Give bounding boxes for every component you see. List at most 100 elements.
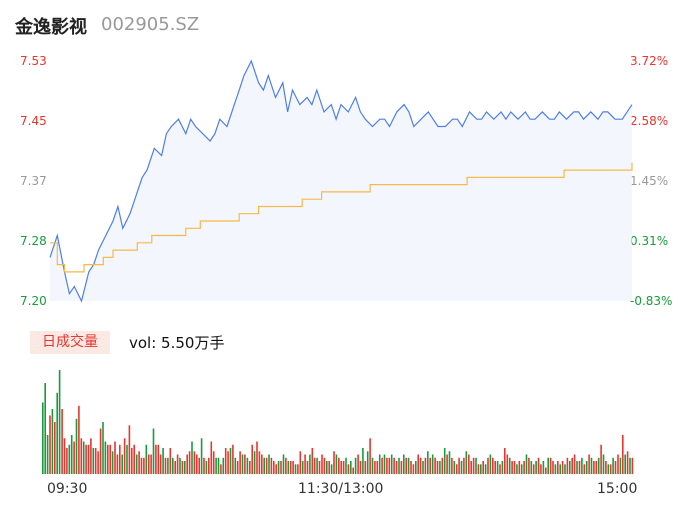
volume-bar bbox=[316, 457, 318, 475]
volume-bar bbox=[393, 457, 395, 475]
volume-bar bbox=[126, 444, 128, 475]
volume-bar bbox=[162, 448, 164, 474]
volume-bar bbox=[297, 464, 299, 475]
volume-bar bbox=[164, 457, 167, 475]
volume-bar bbox=[383, 454, 386, 474]
volume-bar bbox=[573, 454, 576, 474]
volume-bar bbox=[111, 451, 114, 475]
volume-bar bbox=[564, 464, 566, 475]
volume-bar bbox=[448, 451, 451, 475]
volume-bar bbox=[631, 457, 634, 475]
volume-bar bbox=[624, 454, 626, 474]
volume-bar bbox=[208, 457, 210, 475]
volume-bar bbox=[256, 441, 258, 474]
volume-bar bbox=[140, 457, 143, 475]
volume-bar bbox=[268, 454, 270, 474]
volume-bar bbox=[258, 451, 261, 475]
volume-bar bbox=[73, 441, 75, 474]
volume-bar bbox=[285, 457, 287, 475]
volume-bar bbox=[135, 454, 138, 474]
volume-bar bbox=[528, 457, 530, 475]
volume-bar bbox=[403, 454, 405, 474]
volume-bar bbox=[70, 435, 73, 474]
volume-bar bbox=[311, 448, 314, 474]
volume-bar bbox=[121, 454, 123, 474]
volume-bar bbox=[362, 448, 364, 474]
volume-bar bbox=[239, 451, 241, 475]
volume-bar bbox=[236, 461, 239, 474]
volume-bar bbox=[99, 428, 102, 474]
volume-bar bbox=[304, 454, 306, 474]
volume-bar bbox=[102, 422, 104, 474]
volume-bar bbox=[251, 444, 253, 475]
volume-bar bbox=[273, 461, 275, 474]
volume-bar bbox=[205, 461, 208, 474]
volume-bar bbox=[54, 422, 56, 474]
volume-bar bbox=[94, 448, 97, 474]
volume-bar bbox=[330, 464, 333, 475]
volume-bar bbox=[143, 457, 145, 475]
volume-bar bbox=[487, 457, 489, 475]
volume-bar bbox=[504, 448, 506, 474]
price-area bbox=[50, 61, 632, 301]
volume-bar bbox=[104, 441, 107, 474]
volume-bar bbox=[345, 457, 347, 475]
volume-bar bbox=[167, 457, 169, 475]
volume-bar bbox=[559, 464, 561, 475]
volume-bar bbox=[116, 454, 119, 474]
volume-bar bbox=[482, 461, 484, 474]
volume-bar bbox=[354, 457, 357, 475]
volume-bar bbox=[217, 457, 220, 475]
volume-bar bbox=[145, 444, 148, 475]
volume-bar bbox=[480, 464, 482, 475]
volume-bar bbox=[198, 457, 200, 475]
volume-bar bbox=[465, 451, 468, 475]
volume-bar bbox=[518, 461, 521, 474]
volume-bar bbox=[506, 454, 509, 474]
volume-bar bbox=[56, 392, 58, 475]
volume-bar bbox=[61, 409, 63, 474]
volume-bar bbox=[241, 454, 244, 474]
volume-bar bbox=[234, 457, 237, 475]
daily-volume-badge[interactable]: 日成交量 bbox=[30, 331, 110, 354]
volume-bar bbox=[181, 461, 184, 474]
volume-bar bbox=[583, 464, 586, 475]
y-left-tick: 7.53 bbox=[20, 54, 47, 68]
volume-bar bbox=[475, 457, 477, 475]
volume-bar bbox=[588, 454, 590, 474]
volume-bar bbox=[244, 454, 246, 474]
volume-bar bbox=[90, 438, 92, 475]
volume-bar bbox=[350, 461, 352, 474]
volume-bar bbox=[614, 461, 617, 474]
volume-bar bbox=[347, 464, 350, 475]
volume-bar bbox=[600, 444, 602, 475]
volume-bar bbox=[605, 461, 607, 474]
volume-bar bbox=[537, 457, 540, 475]
volume-bar bbox=[496, 461, 499, 474]
volume-readout: vol: 5.50万手 bbox=[129, 334, 225, 352]
volume-bar bbox=[323, 457, 326, 475]
volume-bar bbox=[595, 461, 598, 474]
volume-bar bbox=[443, 448, 446, 474]
volume-bar bbox=[58, 370, 61, 474]
volume-bar bbox=[472, 457, 475, 475]
volume-bar bbox=[275, 464, 277, 475]
volume-bar bbox=[193, 451, 196, 475]
volume-bar bbox=[581, 457, 583, 475]
volume-bar bbox=[602, 454, 605, 474]
volume-bar bbox=[155, 444, 157, 475]
volume-bar bbox=[612, 457, 614, 475]
volume-bar bbox=[571, 457, 573, 475]
volume-bar bbox=[417, 454, 419, 474]
volume-bar bbox=[338, 457, 340, 475]
volume-bar bbox=[92, 448, 95, 474]
volume-bar bbox=[569, 461, 571, 474]
volume-bar bbox=[378, 454, 381, 474]
volume-bar bbox=[301, 461, 304, 474]
volume-bar bbox=[340, 461, 342, 474]
y-left-tick: 7.37 bbox=[20, 174, 47, 188]
volume-bar bbox=[369, 438, 371, 475]
stock-code: 002905.SZ bbox=[101, 14, 200, 35]
volume-bar bbox=[511, 461, 513, 474]
volume-bar bbox=[186, 454, 188, 474]
